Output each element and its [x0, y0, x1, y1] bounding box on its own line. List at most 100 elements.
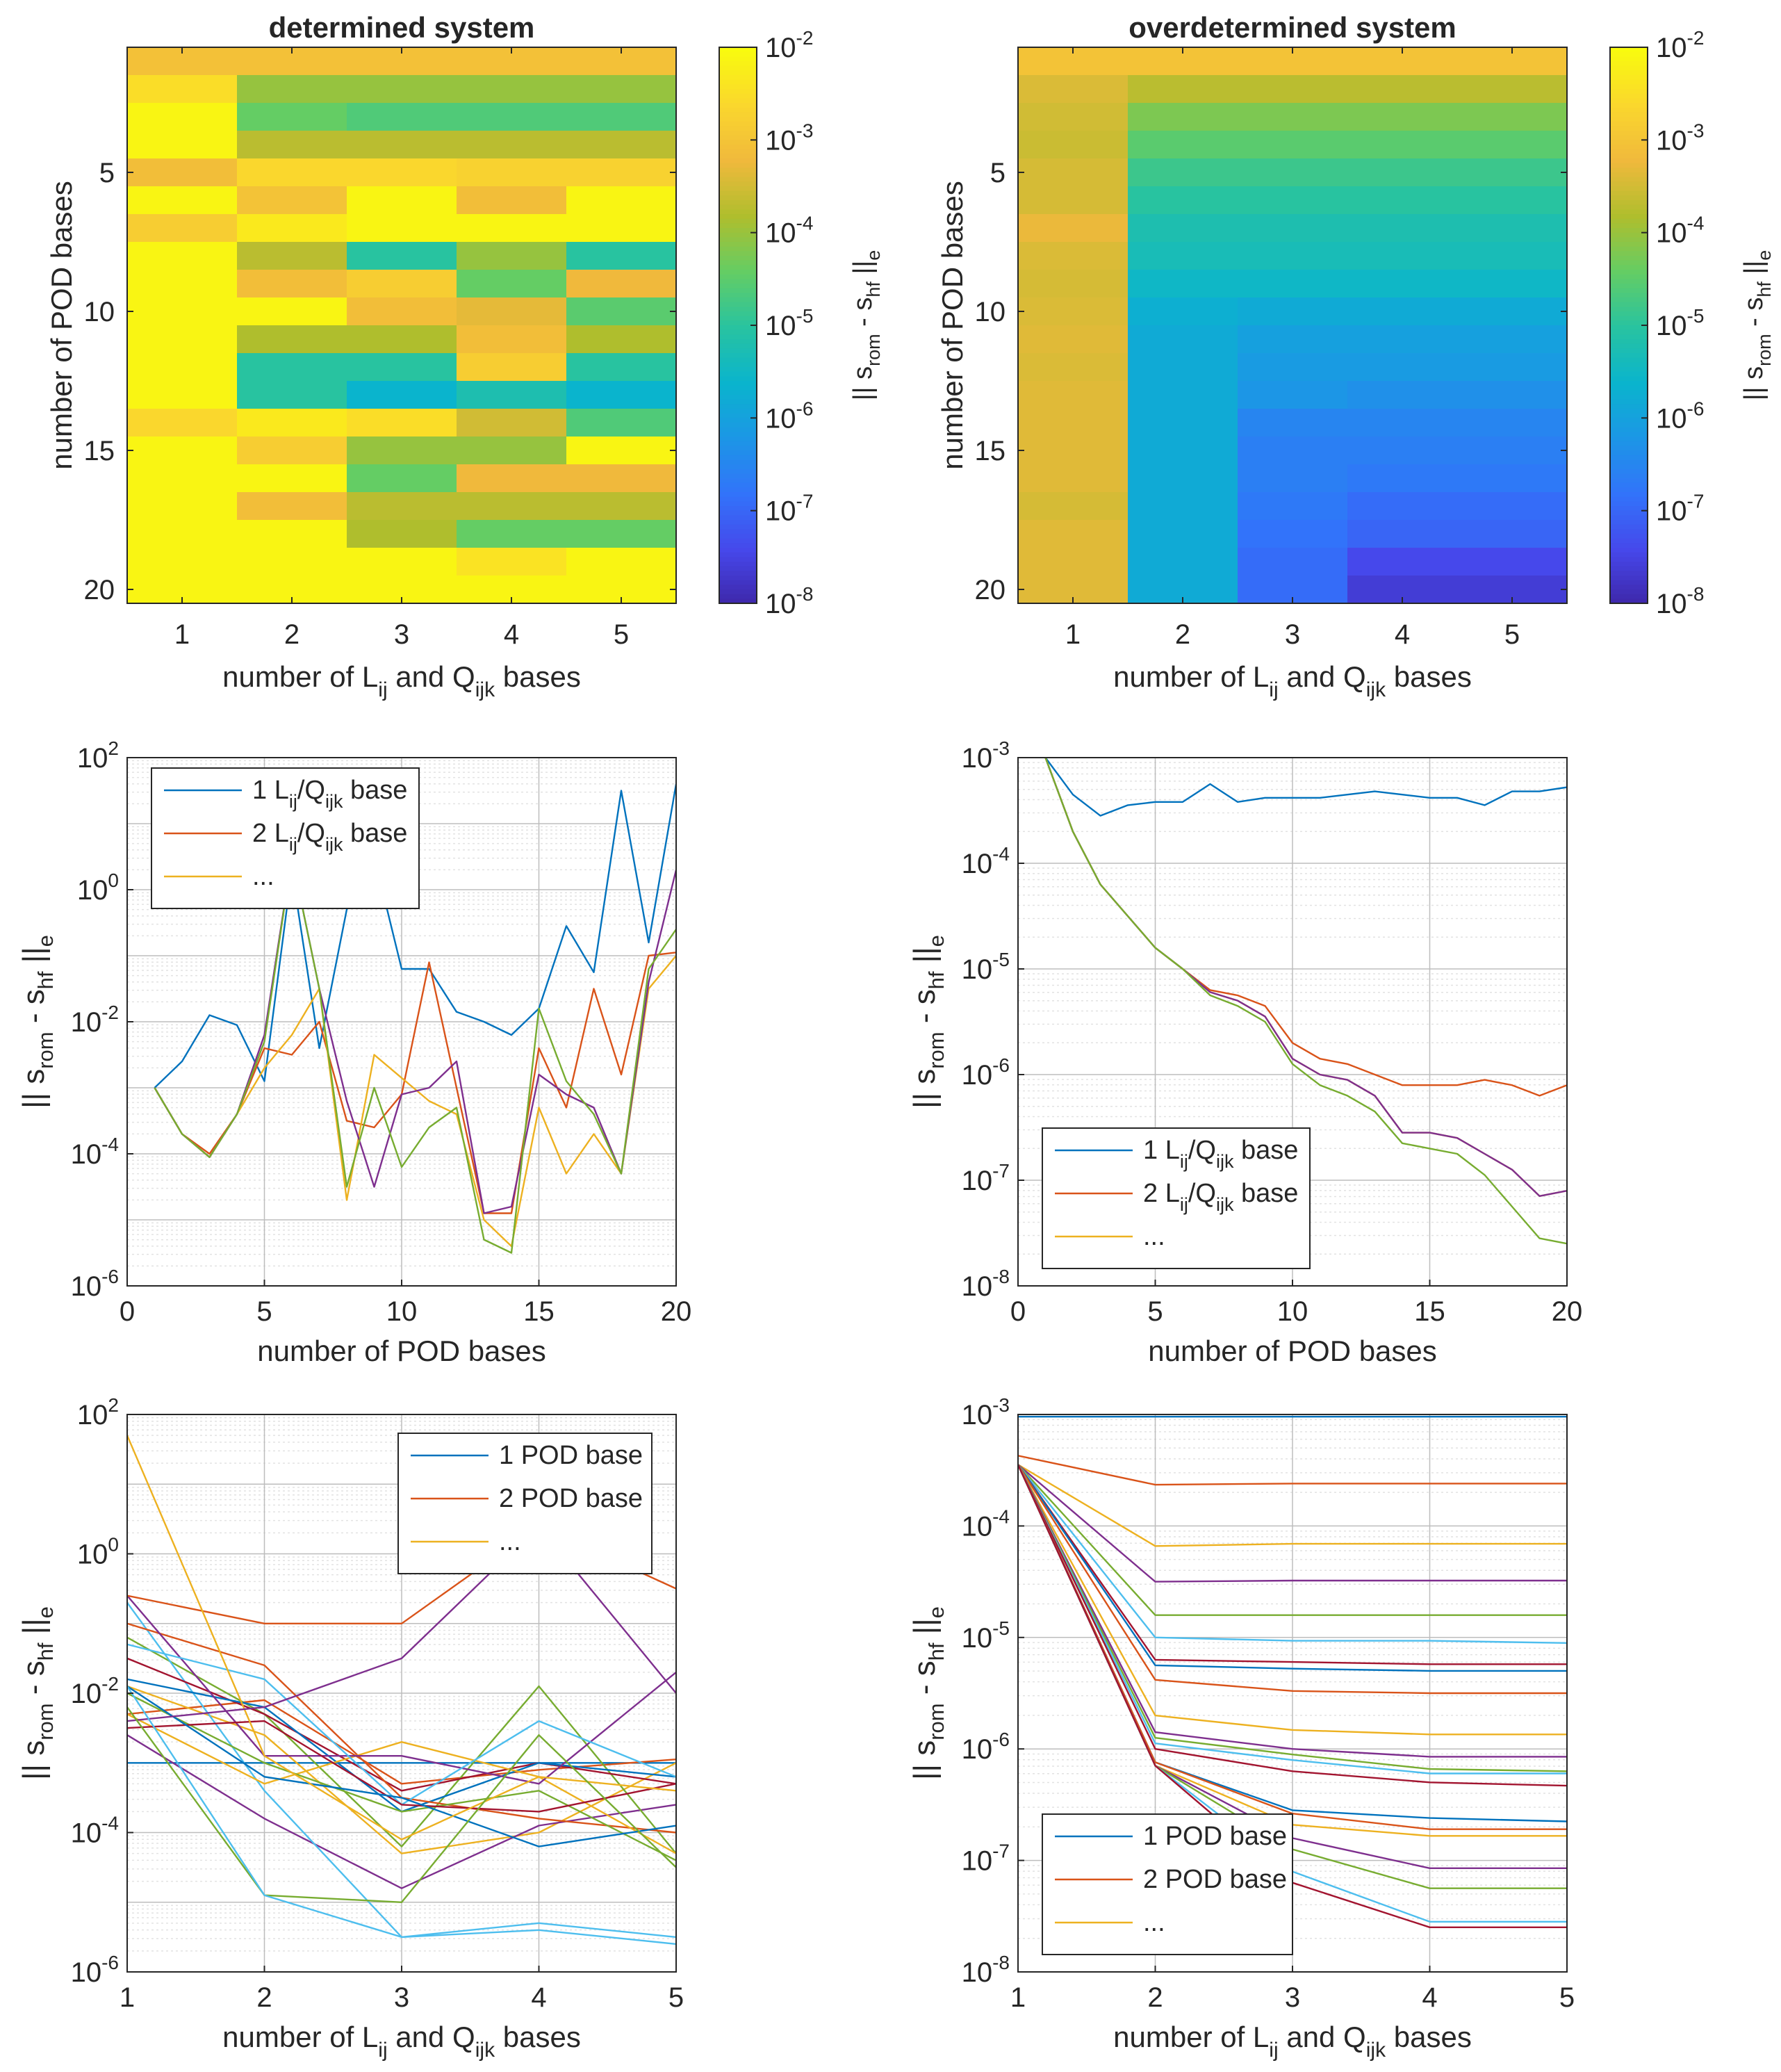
heatmap-cell	[1238, 297, 1348, 326]
heatmap-cell	[347, 242, 457, 270]
x-tick-label: 5	[256, 1296, 272, 1327]
legend-box	[397, 1433, 653, 1574]
colorbar-segment	[719, 204, 757, 211]
x-tick-label: 1	[120, 1982, 135, 2013]
heatmap-cell	[1018, 131, 1128, 159]
series-line-11	[1018, 1464, 1567, 1758]
heatmap-cell	[1238, 520, 1348, 548]
colorbar-segment	[1610, 357, 1648, 364]
colorbar-segment	[1610, 158, 1648, 164]
y-tick-label: 10-6	[71, 1266, 119, 1302]
y-tick-label: 100	[77, 1534, 119, 1570]
y-tick-label: 10-5	[962, 1617, 1010, 1654]
colorbar-segment	[719, 84, 757, 90]
series-line-3	[1018, 1464, 1567, 1547]
heatmap-cell	[237, 297, 347, 326]
y-tick-label: 10-2	[71, 1002, 119, 1038]
chart-title: determined system	[269, 11, 535, 44]
y-tick-label: 10-7	[962, 1160, 1010, 1196]
heatmap-cell	[1457, 297, 1568, 326]
colorbar-segment	[1610, 520, 1648, 525]
heatmap-cell	[1018, 325, 1128, 354]
colorbar-segment	[719, 186, 757, 192]
colorbar-segment	[1610, 381, 1648, 386]
heatmap-panel-p2: 1 2 3 4 5 5 10 15 20 overdetermined system number …	[936, 11, 1775, 701]
colorbar-segment	[719, 404, 757, 409]
label-subscript: rom	[924, 1031, 949, 1068]
colorbar-segment	[1610, 186, 1648, 192]
heatmap-cell	[1018, 520, 1128, 548]
heatmap-cell	[127, 520, 238, 548]
colorbar-segment	[719, 140, 757, 145]
label-subscript: ijk	[1216, 1151, 1234, 1172]
y-tick-label: 5	[990, 158, 1006, 188]
heatmap-cell	[1347, 492, 1458, 521]
colorbar-tick-label: 10-6	[765, 398, 813, 434]
colorbar-segment	[1610, 510, 1648, 516]
colorbar-segment	[1610, 218, 1648, 225]
colorbar-segment	[1610, 190, 1648, 197]
colorbar-segment	[1610, 209, 1648, 215]
colorbar-segment	[1610, 571, 1648, 576]
colorbar-segment	[719, 190, 757, 197]
series-line-14	[127, 1720, 676, 1813]
colorbar-segment	[719, 168, 757, 173]
label-part: bases	[1386, 660, 1472, 693]
label-subscript: -6	[796, 398, 814, 419]
y-tick-label: 10	[975, 297, 1006, 327]
colorbar-segment	[1610, 496, 1648, 503]
colorbar-segment	[719, 468, 757, 475]
colorbar-segment	[1610, 200, 1648, 206]
legend-text: 1 L	[252, 776, 289, 805]
colorbar-segment	[719, 117, 757, 122]
colorbar-segment	[1610, 270, 1648, 275]
colorbar-segment	[1610, 390, 1648, 395]
heatmap-cell	[1128, 242, 1238, 270]
legend-text: 2 L	[1143, 1179, 1180, 1208]
series-line-15	[127, 1685, 676, 1847]
label-subscript: ij	[1180, 1151, 1188, 1172]
heatmap-cell	[1347, 353, 1458, 382]
legend-box	[1042, 1813, 1293, 1955]
y-tick-label: 15	[975, 436, 1006, 466]
x-tick-label: 5	[1147, 1296, 1163, 1327]
colorbar-segment	[1610, 450, 1648, 456]
label-subscript: hf	[1754, 282, 1775, 297]
colorbar-segment	[1610, 353, 1648, 359]
label-subscript: ijk	[325, 834, 343, 855]
heatmap-cell	[457, 131, 567, 159]
label-subscript: -6	[1687, 398, 1705, 419]
label-subscript: ij	[378, 2039, 387, 2062]
colorbar-segment	[1610, 371, 1648, 377]
heatmap-cell	[1018, 464, 1128, 493]
heatmap-cell	[457, 325, 567, 354]
series-line-18	[127, 1525, 676, 1722]
label-part: bases	[495, 2021, 581, 2053]
heatmap-cell	[566, 270, 677, 298]
heatmap-cell	[1018, 492, 1128, 521]
heatmap-cell	[127, 158, 238, 187]
colorbar-segment	[1610, 61, 1648, 67]
heatmap-cell	[237, 353, 347, 382]
y-tick-label: 10-8	[962, 1266, 1010, 1302]
heatmap-cell	[457, 381, 567, 409]
colorbar-segment	[719, 214, 757, 220]
colorbar-label: || srom - shf ||e	[848, 250, 884, 400]
x-tick-label: 3	[1285, 1982, 1300, 2013]
label-part: and Q	[388, 660, 475, 693]
heatmap-cell	[1457, 492, 1568, 521]
colorbar-segment	[1610, 468, 1648, 475]
heatmap-cell	[1457, 75, 1568, 104]
y-axis-label: number of POD bases	[45, 181, 78, 470]
colorbar-tick-label: 10-3	[1656, 120, 1704, 156]
heatmap-cell	[1347, 381, 1458, 409]
legend: 1 POD base 2 POD base...	[1042, 1813, 1293, 1955]
y-tick-label: 10-4	[71, 1813, 119, 1849]
colorbar-segment	[1610, 487, 1648, 493]
heatmap-cell	[1347, 103, 1458, 131]
label-subscript: -8	[1687, 583, 1705, 605]
heatmap-cell	[1128, 353, 1238, 382]
label-part: and Q	[1279, 660, 1366, 693]
colorbar-segment	[1610, 538, 1648, 544]
colorbar-segment	[719, 131, 757, 136]
